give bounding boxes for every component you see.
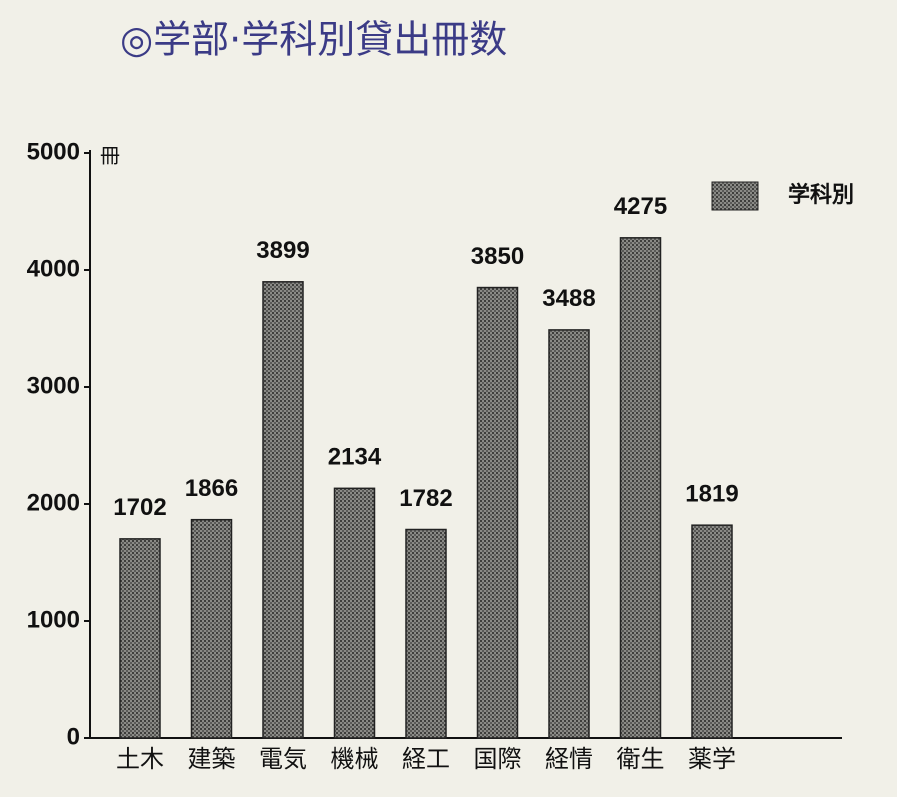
bar (476, 286, 519, 739)
value-label: 1782 (399, 485, 452, 512)
y-unit: 冊 (100, 144, 120, 168)
value-label: 1819 (685, 481, 738, 508)
x-tick-label: 経工 (402, 745, 450, 773)
value-label: 3899 (256, 237, 309, 264)
x-tick-label: 土木 (116, 745, 164, 773)
value-label: 3488 (542, 285, 595, 312)
x-tick-label: 建築 (188, 745, 236, 773)
bar (405, 528, 447, 739)
legend-swatch (711, 181, 759, 211)
y-tick-label: 0 (67, 723, 80, 750)
value-label: 1866 (185, 475, 238, 502)
y-tick-label: 4000 (27, 255, 80, 282)
x-tick-label: 衛生 (617, 745, 665, 773)
bar (691, 524, 733, 739)
y-tick-label: 2000 (27, 489, 80, 516)
bar (333, 487, 376, 739)
y-tick-label: 1000 (27, 606, 80, 633)
x-tick-label: 薬学 (688, 745, 736, 773)
x-tick-label: 経情 (545, 745, 593, 773)
x-tick-label: 機械 (331, 745, 379, 773)
chart-title: ◎学部·学科別貸出冊数 (120, 18, 507, 62)
y-tick-label: 3000 (27, 372, 80, 399)
bar (190, 518, 233, 739)
legend-label: 学科別 (788, 182, 854, 208)
value-label: 1702 (113, 494, 166, 521)
x-tick-label: 電気 (259, 745, 307, 773)
bar (262, 281, 304, 739)
bar (619, 237, 662, 739)
x-tick-label: 国際 (474, 745, 522, 773)
value-label: 2134 (328, 444, 382, 471)
y-tick-label: 5000 (27, 138, 80, 165)
bar (548, 329, 590, 739)
value-label: 3850 (471, 243, 524, 270)
value-label: 4275 (614, 193, 667, 220)
bar (119, 538, 161, 739)
